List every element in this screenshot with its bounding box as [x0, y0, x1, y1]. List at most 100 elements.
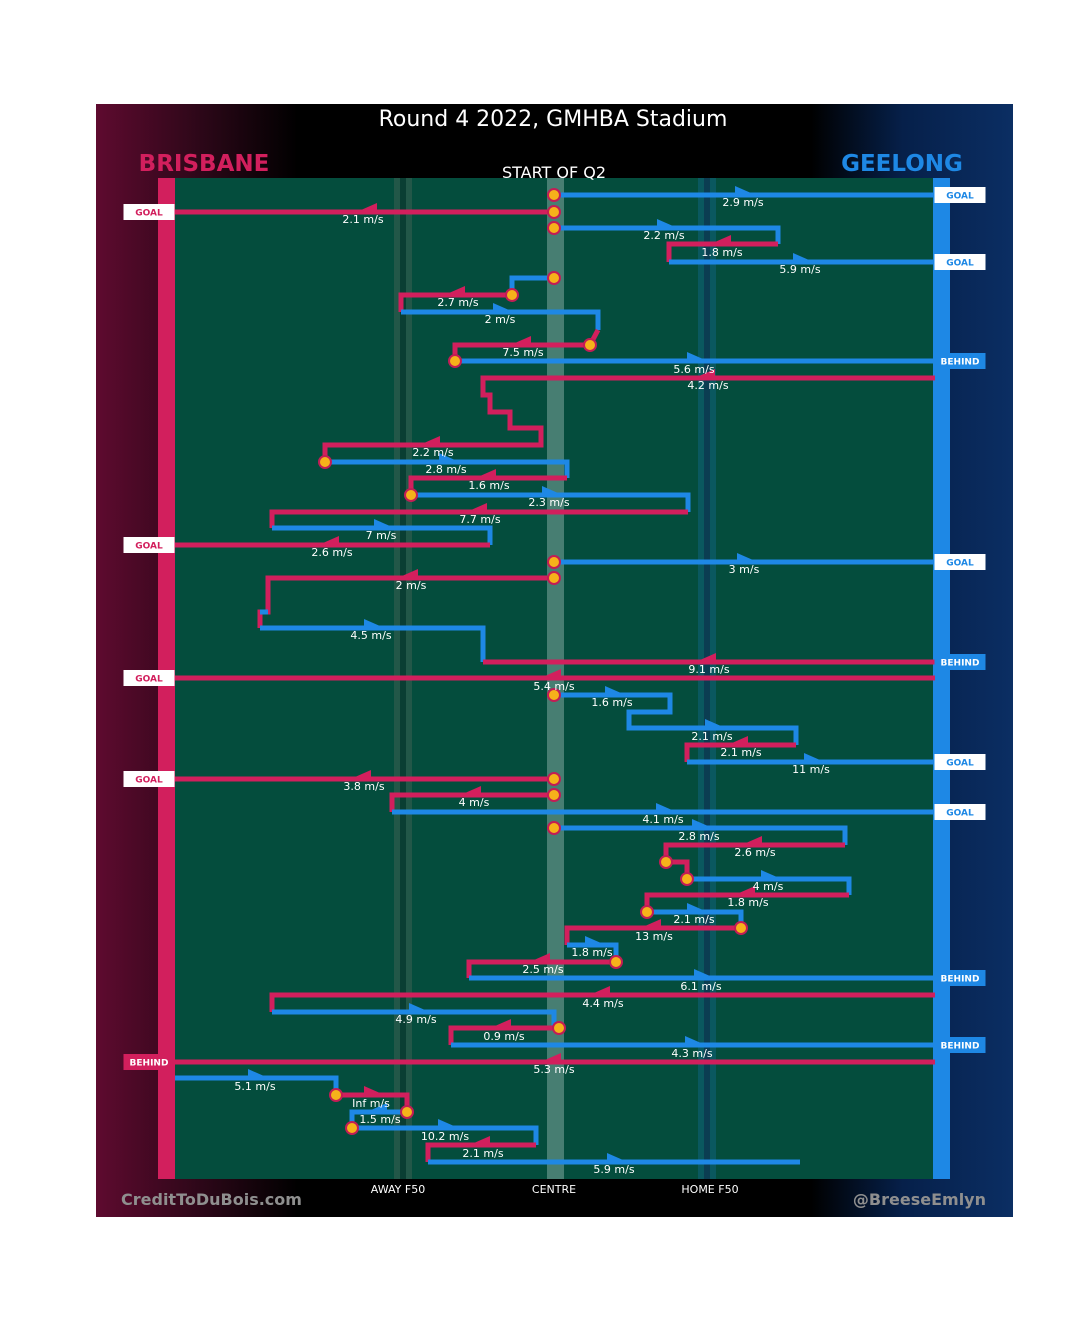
arrowhead-icon: [692, 819, 708, 826]
arrowhead-icon: [361, 203, 377, 210]
outcome-badge-text: BEHIND: [941, 659, 980, 669]
arrowhead-icon: [480, 469, 496, 476]
speed-label: 1.8 m/s: [727, 896, 768, 909]
speed-label: 5.6 m/s: [673, 363, 714, 376]
outcome-badge-text: GOAL: [946, 809, 974, 819]
speed-label: 2.8 m/s: [425, 463, 466, 476]
arrowhead-icon: [438, 1119, 454, 1126]
speed-label: 13 m/s: [635, 930, 673, 943]
speed-label: 4.4 m/s: [582, 997, 623, 1010]
chain-segment-35: [564, 925, 741, 945]
zone-centre: CENTRE: [532, 1183, 576, 1196]
chain-segment-32: [687, 876, 852, 895]
arrowhead-icon: [542, 486, 558, 493]
chain-segment-14: [269, 509, 688, 528]
speed-label: 2 m/s: [396, 579, 427, 592]
speed-label: 7.7 m/s: [459, 513, 500, 526]
stoppage-circle-icon: [547, 788, 561, 802]
chain-segment-3: [666, 241, 778, 262]
speed-label: 4 m/s: [753, 880, 784, 893]
speed-label: 2.3 m/s: [528, 496, 569, 509]
stoppage-circle-icon: [547, 555, 561, 569]
arrowhead-icon: [409, 1003, 425, 1010]
outcome-badge: BEHIND: [934, 654, 986, 670]
arrowhead-icon: [645, 919, 661, 926]
outcome-badge-text: GOAL: [946, 759, 974, 769]
arrowhead-icon: [699, 369, 715, 376]
period-label: START OF Q2: [502, 163, 606, 182]
chain-segment-8: [452, 328, 601, 361]
speed-label: 2.1 m/s: [342, 213, 383, 226]
arrowhead-icon: [515, 336, 531, 343]
labels-layer: 2.9 m/s 2.1 m/s 2.2 m/s 1.8 m/s 5.9 m/s 2.7 m…: [123, 187, 986, 1176]
stoppage-circle-icon: [400, 1105, 414, 1119]
stoppage-circle-icon: [640, 905, 654, 919]
outcome-badge-bg: [934, 554, 986, 570]
chain-segment-7: [401, 309, 601, 330]
outcome-badge: BEHIND: [934, 1037, 986, 1053]
arrowhead-icon: [364, 619, 380, 626]
arrowhead-icon: [449, 286, 465, 293]
arrowhead-icon: [364, 1086, 380, 1093]
stoppage-circle-icon: [552, 1021, 566, 1035]
arrowhead-icon: [737, 553, 753, 560]
chain-segment-39: [269, 992, 935, 1012]
outcome-badge-bg: [123, 670, 175, 686]
chain-segment-47: [352, 1125, 539, 1145]
speed-label: 4.5 m/s: [350, 629, 391, 642]
chain-segment-24: [684, 742, 796, 762]
zone-home-f50: HOME F50: [681, 1183, 738, 1196]
speed-label: 2.1 m/s: [691, 730, 732, 743]
speed-label: 4.9 m/s: [395, 1013, 436, 1026]
possession-chain-chart: Round 4 2022, GMHBA Stadium BRISBANE GEE…: [121, 107, 986, 1209]
stoppage-circle-icon: [404, 488, 418, 502]
stoppage-circle-icon: [547, 205, 561, 219]
arrowhead-icon: [656, 803, 672, 810]
stoppage-circle-icon: [547, 821, 561, 835]
arrowhead-icon: [355, 770, 371, 777]
arrowhead-icon: [687, 352, 703, 359]
outcome-badge-bg: [934, 804, 986, 820]
arrowhead-icon: [374, 519, 390, 526]
outcome-badge-bg: [934, 254, 986, 270]
speed-label: 3.8 m/s: [343, 780, 384, 793]
speed-label: 5.4 m/s: [533, 680, 574, 693]
outcome-badge: GOAL: [934, 754, 986, 770]
outcome-badge: GOAL: [123, 537, 175, 553]
speed-label: 1.8 m/s: [701, 246, 742, 259]
outcome-badge-text: GOAL: [946, 559, 974, 569]
speed-label: 0.9 m/s: [483, 1030, 524, 1043]
outcome-badge-bg: [123, 771, 175, 787]
arrowhead-icon: [746, 836, 762, 843]
speed-label: 1.6 m/s: [468, 479, 509, 492]
arrowhead-icon: [793, 253, 809, 260]
credit-left: CreditToDuBois.com: [121, 1190, 302, 1209]
outcome-badge-text: BEHIND: [130, 1059, 169, 1069]
stoppage-circle-icon: [329, 1088, 343, 1102]
outcome-badge-bg: [934, 970, 986, 986]
arrowhead-icon: [424, 436, 440, 443]
chain-segment-23: [554, 692, 799, 745]
arrowhead-icon: [804, 753, 820, 760]
arrowhead-icon: [694, 969, 710, 976]
chains-layer: [175, 186, 935, 1165]
speed-label: 5.9 m/s: [593, 1163, 634, 1176]
speed-label: 2.9 m/s: [722, 196, 763, 209]
chart-title: Round 4 2022, GMHBA Stadium: [379, 107, 728, 132]
chain-segment-15: [272, 525, 493, 545]
speed-label: 5.1 m/s: [234, 1080, 275, 1093]
speed-label: 1.8 m/s: [571, 946, 612, 959]
stoppage-circle-icon: [734, 921, 748, 935]
stoppage-circle-icon: [680, 872, 694, 886]
speed-label: 2.6 m/s: [311, 546, 352, 559]
outcome-badge-bg: [934, 187, 986, 203]
stoppage-circle-icon: [583, 338, 597, 352]
chain-segment-13: [411, 492, 691, 512]
arrowhead-icon: [687, 903, 703, 910]
arrowhead-icon: [474, 1136, 490, 1143]
arrowhead-icon: [495, 1019, 511, 1026]
outcome-badge: GOAL: [123, 771, 175, 787]
team-brisbane: BRISBANE: [139, 151, 270, 177]
speed-label: 2.2 m/s: [643, 229, 684, 242]
outcome-badge: GOAL: [123, 670, 175, 686]
